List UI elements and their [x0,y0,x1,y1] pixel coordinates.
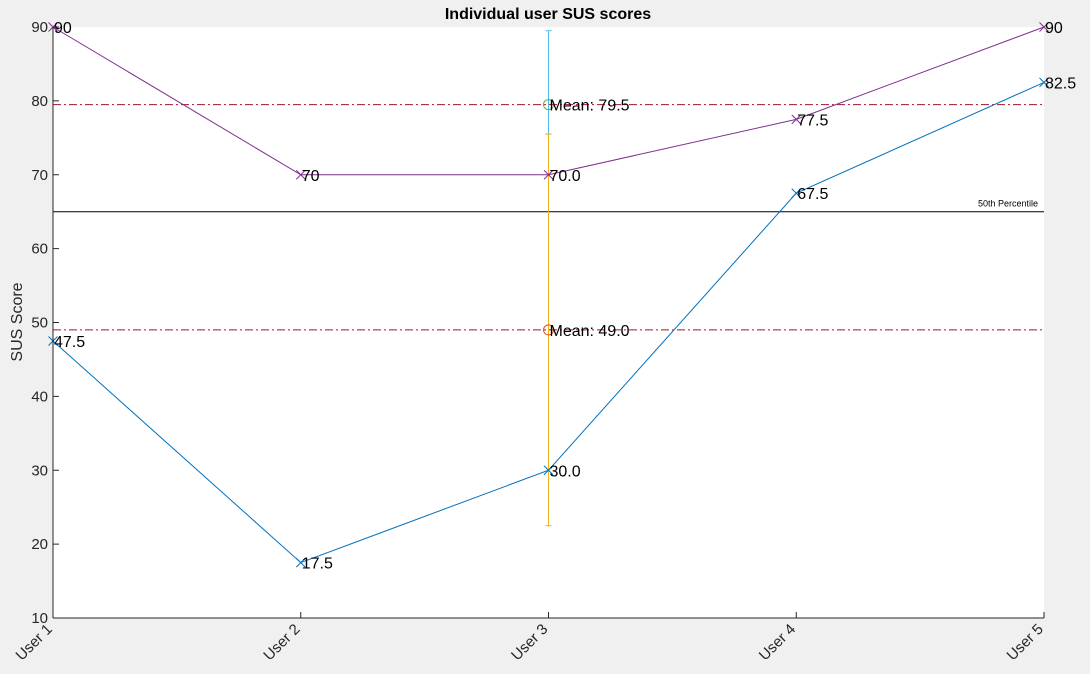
data-point [295,169,306,180]
data-point [791,114,802,125]
x-tick-label: User 3 [508,621,551,664]
data-label: 90 [1045,20,1063,37]
point-marker-stroke [791,114,802,125]
y-tick-label: 30 [31,462,48,479]
data-point [543,169,554,180]
data-point [1039,77,1049,88]
data-point [295,557,306,568]
data-label: 70 [302,168,320,185]
data-label: 67.5 [797,186,828,203]
y-axis-label: SUS Score [9,282,26,361]
y-tick-label: 40 [31,388,48,405]
mean-label-1: Mean: 79.5 [550,98,630,115]
mean-marker-2 [543,324,554,336]
point-marker-stroke [791,188,802,199]
reference-line-label: 50th Percentile [978,199,1038,209]
mean-label-2: Mean: 49.0 [550,323,630,340]
data-label: 47.5 [54,334,85,351]
point-marker-stroke [543,465,554,476]
data-label: 70.0 [550,168,581,185]
data-point [791,188,802,199]
data-label: 17.5 [302,556,333,573]
chart-title: Individual user SUS scores [445,6,651,23]
data-label: 82.5 [1045,75,1076,92]
y-tick-label: 90 [31,19,48,36]
y-tick-label: 20 [31,536,48,553]
point-marker-stroke [295,557,306,568]
data-label: 77.5 [797,112,828,129]
point-marker-stroke [1039,77,1049,88]
x-tick-label: User 1 [13,621,56,664]
point-marker-stroke [1039,22,1049,32]
y-tick-label: 80 [31,93,48,110]
y-tick-label: 60 [31,241,48,258]
data-point [1039,22,1049,32]
point-marker-stroke [295,169,306,180]
point-marker-stroke [543,169,554,180]
data-label: 90 [54,20,72,37]
x-tick-label: User 4 [756,621,799,664]
data-point [543,465,554,476]
y-tick-label: 10 [31,610,48,627]
mean-marker-1 [543,99,554,111]
data-label: 30.0 [550,463,581,480]
y-tick-label: 70 [31,167,48,184]
x-tick-label: User 2 [260,621,303,664]
y-tick-label: 50 [31,315,48,332]
x-tick-label: User 5 [1004,621,1047,664]
